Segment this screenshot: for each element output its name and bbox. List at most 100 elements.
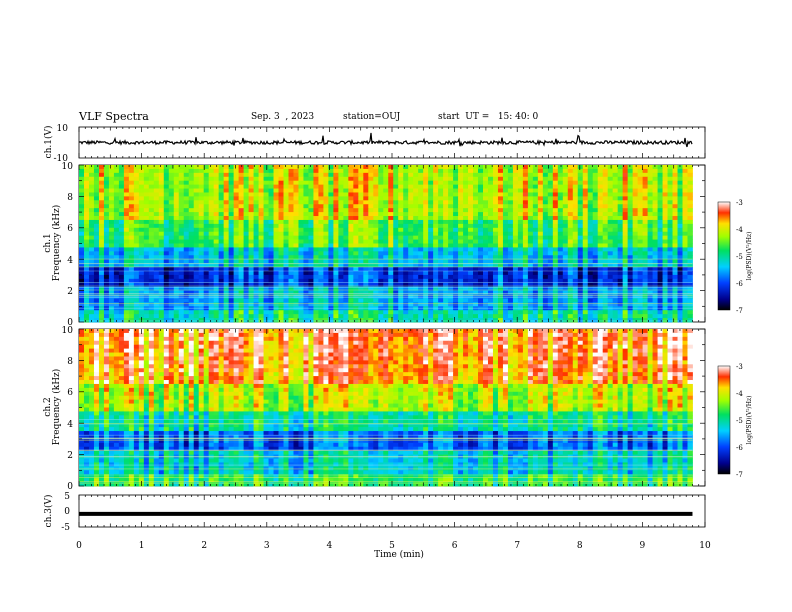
spectrogram-cell	[233, 286, 240, 292]
spectrogram-cell	[153, 200, 160, 205]
spectrogram-cell	[662, 192, 668, 197]
spectrogram-cell	[507, 302, 514, 307]
spectrogram-cell	[208, 196, 215, 201]
spectrogram-cell	[567, 259, 574, 264]
spectrogram-cell	[443, 235, 449, 240]
spectrogram-cell	[642, 255, 648, 260]
spectrogram-cell	[88, 204, 95, 209]
spectrogram-cell	[592, 251, 599, 256]
spectrogram-cell	[393, 290, 399, 295]
spectrogram-cell	[373, 192, 379, 197]
spectrogram-cell	[358, 168, 364, 174]
spectrogram-cell	[348, 188, 354, 193]
spectrogram-cell	[597, 231, 604, 237]
spectrogram-cell	[278, 212, 284, 217]
spectrogram-cell	[228, 235, 235, 240]
spectrogram-cell	[428, 239, 434, 244]
spectrogram-cell	[408, 282, 414, 288]
spectrogram-cell	[532, 267, 539, 272]
spectrogram-cell	[88, 270, 95, 276]
spectrogram-cell	[502, 314, 509, 319]
spectrogram-cell	[527, 216, 534, 221]
spectrogram-cell	[278, 282, 284, 288]
spectrogram-cell	[547, 255, 554, 260]
spectrogram-cell	[627, 192, 634, 197]
spectrogram-cell	[497, 302, 504, 307]
spectrogram-cell	[418, 200, 424, 205]
spectrogram-cell	[483, 172, 489, 178]
spectrogram-cell	[128, 243, 135, 248]
spectrogram-cell	[497, 310, 504, 315]
spectrogram-cell	[672, 188, 678, 193]
spectrogram-cell	[378, 290, 384, 295]
spectrogram-cell	[198, 227, 205, 233]
spectrogram-cell	[208, 219, 215, 225]
spectrogram-cell	[228, 216, 235, 221]
spectrogram-cell	[143, 294, 150, 299]
spectrogram-cell	[478, 282, 484, 288]
spectrogram-cell	[253, 192, 259, 197]
spectrogram-cell	[278, 247, 284, 252]
spectrogram-cell	[662, 298, 668, 303]
spectrogram-cell	[113, 200, 120, 205]
spectrogram-cell	[632, 294, 639, 299]
spectrogram-cell	[453, 235, 459, 240]
spectrogram-cell	[632, 231, 639, 237]
spectrogram-cell	[228, 310, 235, 315]
spectrogram-cell	[273, 227, 279, 233]
spectrogram-cell	[128, 212, 135, 217]
spectrogram-cell	[213, 329, 220, 334]
spectrogram-cell	[108, 278, 115, 284]
spectrogram-cell	[328, 184, 334, 189]
spectrogram-cell	[143, 192, 150, 197]
spectrogram-cell	[672, 172, 678, 178]
spectrogram-cell	[153, 329, 160, 334]
spectrogram-cell	[532, 302, 539, 307]
spectrogram-cell	[293, 239, 299, 244]
spectrogram-cell	[158, 329, 165, 334]
spectrogram-cell	[587, 216, 594, 221]
spectrogram-cell	[647, 216, 653, 221]
spectrogram-cell	[213, 212, 220, 217]
spectrogram-cell	[522, 239, 529, 244]
spectrogram-cell	[622, 219, 629, 225]
spectrogram-cell	[597, 168, 604, 174]
spectrogram-cell	[443, 270, 449, 276]
spectrogram-cell	[243, 255, 249, 260]
spectrogram-cell	[612, 278, 619, 284]
spectrogram-cell	[373, 239, 379, 244]
spectrogram-cell	[512, 231, 519, 237]
spectrogram-cell	[368, 294, 374, 299]
spectrogram-cell	[597, 235, 604, 240]
spectrogram-cell	[492, 310, 499, 315]
spectrogram-cell	[108, 192, 115, 197]
spectrogram-cell	[298, 243, 304, 248]
spectrogram-cell	[328, 231, 334, 237]
spectrogram-cell	[153, 255, 160, 260]
spectrogram-cell	[158, 251, 165, 256]
spectrogram-cell	[672, 314, 678, 319]
spectrogram-cell	[103, 227, 110, 233]
spectrogram-cell	[438, 212, 444, 217]
spectrogram-cell	[478, 184, 484, 189]
spectrogram-cell	[243, 318, 249, 323]
spectrogram-cell	[433, 286, 439, 292]
spectrogram-cell	[622, 176, 629, 182]
spectrogram-cell	[632, 208, 639, 213]
spectrogram-cell	[238, 282, 244, 288]
spectrogram-cell	[238, 239, 244, 244]
spectrogram-cell	[288, 294, 294, 299]
spectrogram-cell	[463, 290, 469, 295]
spectrogram-cell	[113, 219, 120, 225]
spectrogram-cell	[408, 251, 414, 256]
spectrogram-cell	[542, 302, 549, 307]
spectrogram-cell	[163, 188, 170, 193]
spectrogram-cell	[273, 165, 279, 170]
spectrogram-cell	[408, 168, 414, 174]
spectrogram-cell	[438, 168, 444, 174]
spectrogram-cell	[672, 184, 678, 189]
spectrogram-cell	[567, 208, 574, 213]
spectrogram-cell	[278, 318, 284, 323]
spectrogram-cell	[318, 290, 324, 295]
spectrogram-cell	[542, 176, 549, 182]
